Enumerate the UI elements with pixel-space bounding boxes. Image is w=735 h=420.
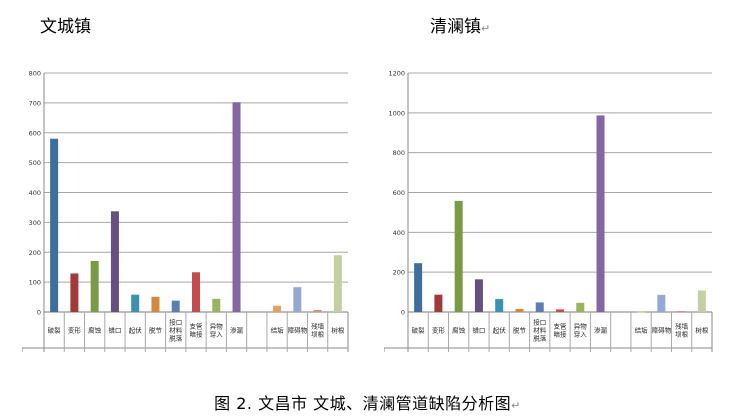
chart-wencheng-svg: 0 100 200 300 400 500 600 700 800 破裂 变形 腐蚀 错口 起伏 脱节接口材… — [22, 70, 349, 352]
x-tick-label: 起伏 — [129, 326, 143, 335]
bar — [637, 311, 646, 313]
y-tick-label: 400 — [29, 189, 41, 197]
x-tick-label: 障碍物 — [288, 326, 308, 335]
x-tick-label: 接口材料脱落 — [533, 318, 547, 343]
heading-qinglan-text: 清澜镇 — [430, 17, 481, 37]
legend-label: 数量 — [394, 351, 408, 352]
x-tick-label: 接口材料脱落 — [169, 318, 183, 343]
figure-caption: 图 2. 文昌市 文城、清澜管道缺陷分析图↵ — [0, 390, 735, 414]
x-tick-label: 错口 — [108, 326, 121, 335]
x-tick-label: 脱节 — [513, 326, 527, 335]
y-tick-label: 800 — [393, 149, 405, 157]
bar — [576, 302, 585, 312]
y-tick-label: 800 — [29, 70, 41, 78]
bar — [50, 138, 59, 312]
y-tick-label: 700 — [29, 99, 41, 107]
y-tick-label: 0 — [37, 309, 41, 317]
bar — [454, 200, 463, 312]
chart-qinglan: 0 200 400 600 800 1000 1200 破裂 变形 腐蚀 错口 起伏 脱节 接口材料脱落支… — [384, 66, 716, 352]
y-tick-label: 400 — [393, 229, 405, 237]
chart-wencheng: 0 100 200 300 400 500 600 700 800 破裂 变形 腐蚀 错口 起伏 脱节 接口材… — [22, 66, 352, 352]
bar — [293, 287, 302, 312]
y-tick-label: 1200 — [388, 70, 405, 78]
bar — [596, 115, 605, 312]
y-tick-label: 300 — [29, 219, 41, 227]
figure-caption-text: 图 2. 文昌市 文城、清澜管道缺陷分析图 — [214, 394, 512, 413]
x-tick-label: 异物穿入 — [574, 322, 588, 339]
y-tick-label: 600 — [393, 189, 405, 197]
heading-qinglan: 清澜镇↵ — [430, 12, 490, 37]
bar — [151, 296, 160, 312]
x-tick-label: 树根 — [695, 326, 709, 335]
bar — [131, 294, 140, 312]
bar — [434, 294, 443, 312]
x-tick-label: 残墙坝根 — [675, 322, 689, 339]
y-tick-label: 200 — [29, 249, 41, 257]
caption-paragraph-mark: ↵ — [511, 399, 521, 412]
x-tick-label: 结垢 — [635, 326, 649, 335]
bar — [90, 260, 99, 312]
x-tick-label: 错口 — [472, 326, 485, 335]
bar — [70, 273, 79, 312]
x-tick-label: 障碍物 — [652, 326, 672, 335]
x-tick-label: 支管暗接 — [190, 322, 204, 339]
bar — [232, 102, 241, 312]
x-tick-label: 异物穿入 — [210, 322, 224, 339]
paragraph-mark: ↵ — [481, 22, 491, 35]
y-tick-label: 0 — [401, 309, 405, 317]
bar — [313, 309, 322, 312]
bar — [192, 272, 200, 312]
bar — [333, 255, 342, 312]
x-tick-label: 变形 — [68, 326, 82, 335]
x-tick-label: 支管暗接 — [554, 322, 568, 339]
x-tick-label: 渗漏 — [594, 326, 608, 335]
bar — [273, 305, 282, 312]
bar — [556, 309, 564, 312]
y-tick-label: 200 — [393, 269, 405, 277]
x-tick-label: 破裂 — [48, 326, 62, 335]
y-tick-label: 500 — [29, 159, 41, 167]
x-tick-label: 腐蚀 — [88, 326, 102, 335]
bar — [657, 294, 666, 312]
x-tick-label: 脱节 — [149, 326, 163, 335]
x-tick-label: 残墙坝根 — [311, 322, 325, 339]
bar — [495, 299, 504, 312]
x-tick-label: 变形 — [432, 326, 446, 335]
x-tick-label: 起伏 — [493, 326, 507, 335]
x-tick-label: 破裂 — [412, 326, 426, 335]
bar — [110, 211, 119, 312]
chart-qinglan-svg: 0 200 400 600 800 1000 1200 破裂 变形 腐蚀 错口 起伏 脱节接口材料脱落支… — [384, 70, 713, 352]
bar — [535, 302, 544, 312]
y-tick-label: 1000 — [388, 109, 405, 117]
x-tick-label: 结垢 — [271, 326, 285, 335]
bar — [171, 300, 180, 312]
bar — [474, 279, 483, 312]
bar — [697, 290, 706, 312]
y-tick-label: 600 — [29, 129, 41, 137]
bar — [677, 311, 686, 312]
bar — [414, 263, 423, 312]
heading-wencheng: 文城镇 — [40, 12, 91, 37]
bar — [212, 298, 221, 312]
x-tick-label: 渗漏 — [230, 326, 244, 335]
x-tick-label: 腐蚀 — [452, 326, 466, 335]
bar — [515, 309, 524, 312]
heading-wencheng-text: 文城镇 — [40, 17, 91, 37]
y-tick-label: 100 — [29, 279, 41, 287]
x-tick-label: 树根 — [331, 326, 345, 335]
legend-label: 数量 — [32, 351, 46, 352]
